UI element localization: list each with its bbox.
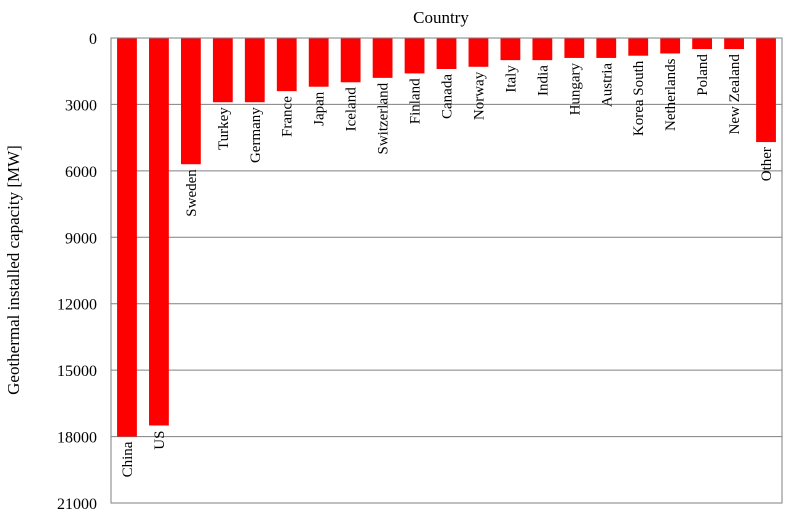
bar-netherlands [660, 38, 681, 54]
y-tick-labels: 0 3000 6000 9000 12000 15000 18000 21000 [57, 31, 97, 511]
bar-norway [468, 38, 489, 67]
category-label: Iceland [344, 87, 360, 132]
category-label: Norway [471, 71, 487, 120]
y-tick-label: 21000 [57, 496, 97, 511]
category-label: Japan [312, 91, 328, 126]
bar-switzerland [372, 38, 393, 78]
y-tick-label: 6000 [65, 164, 97, 181]
category-label: Austria [599, 63, 615, 108]
bar-sweden [180, 38, 201, 165]
bar-japan [308, 38, 329, 87]
bar-finland [404, 38, 425, 74]
category-label: Canada [440, 74, 456, 119]
y-tick-label: 15000 [57, 363, 97, 380]
category-label: New Zealand [727, 54, 743, 135]
plot-frame [110, 37, 783, 504]
category-label: Finland [408, 78, 424, 124]
bar-china [117, 38, 137, 437]
bar-us [149, 38, 169, 426]
y-tick-label: 3000 [65, 97, 97, 114]
category-label: China [120, 441, 136, 477]
bar-iceland [340, 38, 361, 83]
y-tick-label: 12000 [57, 297, 97, 314]
category-label: Hungary [567, 62, 583, 115]
bar-poland [692, 38, 713, 50]
bar-india [532, 38, 553, 61]
category-label: Other [759, 147, 775, 181]
bar-turkey [212, 38, 233, 103]
bar-canada [436, 38, 457, 69]
bar-austria [596, 38, 617, 58]
category-label: Turkey [216, 107, 232, 150]
category-label: Sweden [184, 169, 200, 217]
bar-other [756, 38, 776, 143]
bar-italy [500, 38, 521, 61]
category-label: France [280, 96, 296, 137]
bars [117, 38, 776, 437]
y-tick-label: 0 [89, 31, 97, 48]
chart-title: Country [413, 8, 469, 27]
bar-germany [244, 38, 265, 103]
y-axis-title: Geothermal installed capacity [MW] [4, 145, 23, 395]
y-tick-label: 18000 [57, 430, 97, 447]
category-label: Poland [695, 54, 711, 96]
category-label: India [535, 65, 551, 96]
bar-france [276, 38, 297, 92]
gridlines [111, 37, 782, 504]
bar-new-zealand [724, 38, 744, 50]
bar-korea-south [628, 38, 649, 56]
category-label: Germany [248, 107, 264, 163]
category-label: Italy [503, 65, 519, 93]
category-label: Korea South [631, 60, 647, 136]
category-label: Switzerland [376, 82, 392, 154]
category-label: US [152, 431, 168, 450]
category-labels: China US Sweden Turkey Germany France Japan Ice… [120, 54, 775, 478]
bar-hungary [564, 38, 585, 58]
y-tick-label: 9000 [65, 230, 97, 247]
category-label: Netherlands [663, 58, 679, 131]
